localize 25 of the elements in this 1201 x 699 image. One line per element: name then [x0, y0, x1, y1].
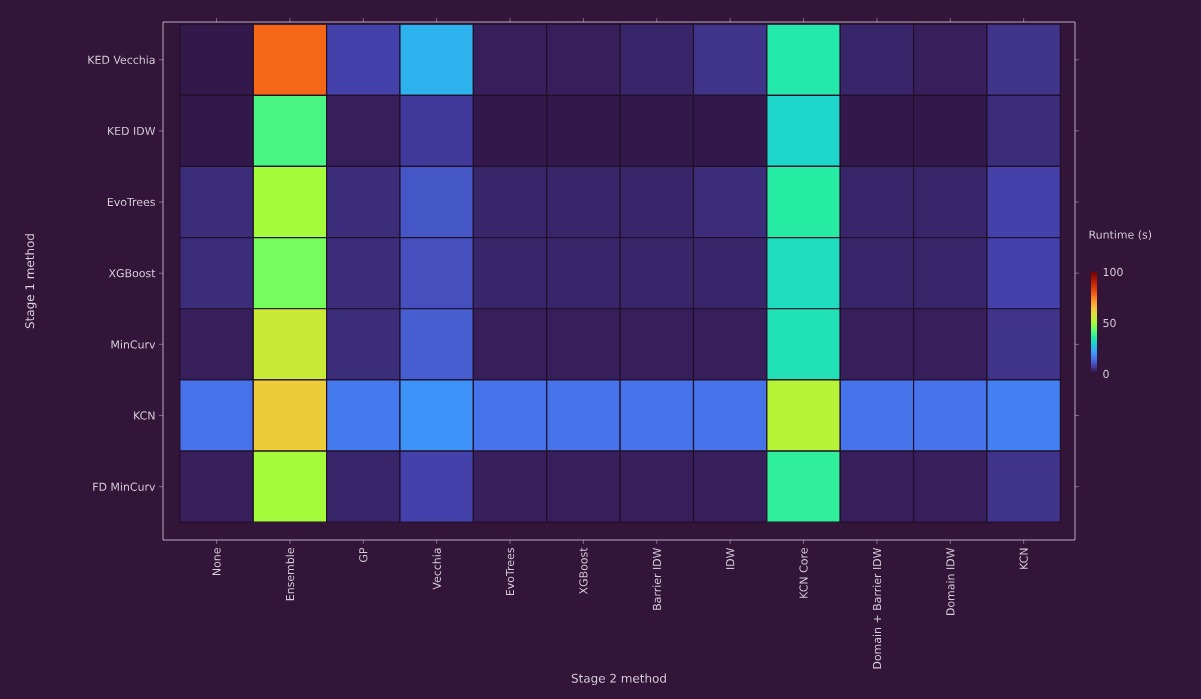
y-tick-label: XGBoost	[108, 269, 156, 278]
y-tick-label: FD MinCurv	[93, 482, 156, 491]
x-axis-title: Stage 2 method	[571, 673, 666, 686]
y-tick-label: KCN	[134, 411, 155, 420]
color-bar-title: Runtime (s)	[1089, 230, 1152, 241]
y-axis-title: Stage 1 method	[24, 234, 37, 329]
y-tick-label: EvoTrees	[107, 197, 155, 207]
x-tick-label: XGBoost	[579, 547, 588, 595]
x-tick-label: GP	[359, 547, 368, 562]
color-bar-label: 0	[1103, 369, 1109, 379]
x-tick-label: EvoTrees	[505, 548, 515, 596]
x-tick-label: None	[212, 548, 221, 576]
x-tick-label: Vecchia	[432, 548, 441, 590]
color-bar-label: 50	[1103, 318, 1116, 328]
x-tick-label: Ensemble	[285, 548, 295, 601]
x-tick-label: Domain IDW	[946, 547, 955, 615]
y-tick-label: KED Vecchia	[88, 55, 155, 64]
y-tick-label: KED IDW	[108, 126, 156, 135]
x-tick-label: Barrier IDW	[652, 547, 662, 610]
x-tick-label: IDW	[726, 547, 735, 569]
y-tick-label: MinCurv	[111, 340, 156, 349]
x-tick-label: KCN	[1019, 548, 1028, 569]
x-tick-label: KCN Core	[799, 548, 808, 598]
x-tick-label: Domain + Barrier IDW	[872, 547, 882, 669]
color-bar-label: 100	[1103, 267, 1123, 277]
